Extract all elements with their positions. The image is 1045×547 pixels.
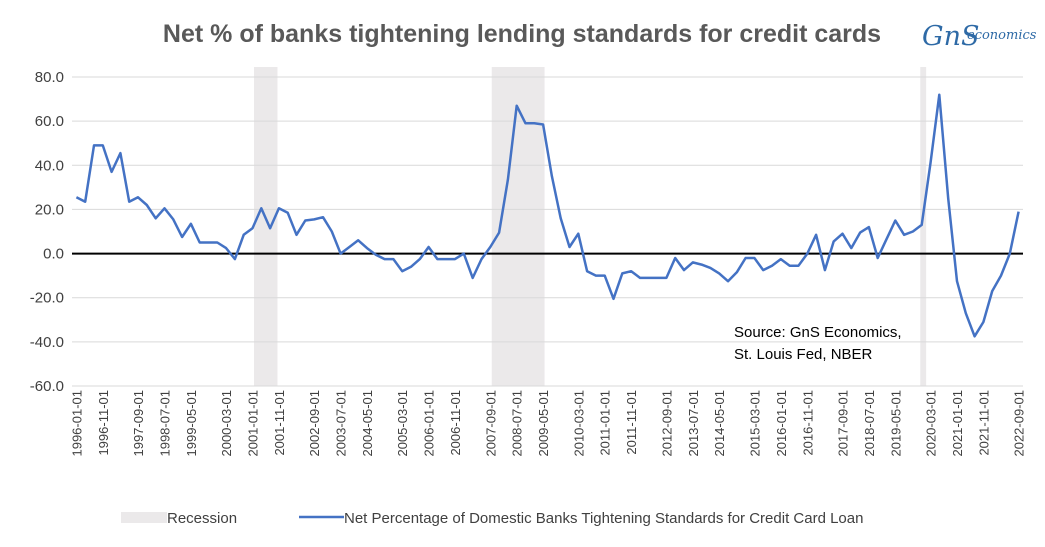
- x-tick-label: 2007-09-01: [483, 390, 498, 457]
- recession-band-1: [253, 67, 278, 386]
- gns-logo: GnS economics: [922, 21, 1037, 52]
- legend-recession-swatch: [121, 512, 167, 523]
- y-axis-ticks: 80.0 60.0 40.0 20.0 0.0 -20.0 -40.0 -60.0: [30, 69, 64, 395]
- x-tick-label: 2018-07-01: [862, 390, 877, 457]
- x-tick-label: 2012-09-01: [659, 390, 674, 457]
- x-tick-label: 1996-11-01: [96, 390, 111, 456]
- x-tick-label: 2011-11-01: [624, 390, 639, 455]
- y-tick-label: 40.0: [35, 157, 64, 174]
- legend: Recession Net Percentage of Domestic Ban…: [121, 510, 863, 527]
- x-tick-label: 2005-03-01: [395, 390, 410, 457]
- x-tick-label: 2009-05-01: [536, 390, 551, 457]
- x-tick-label: 2016-11-01: [800, 390, 815, 456]
- x-tick-label: 2020-03-01: [924, 390, 939, 457]
- x-tick-label: 1996-01-01: [69, 390, 84, 457]
- x-tick-label: 1998-07-01: [157, 390, 172, 457]
- source-note-line-2: St. Louis Fed, NBER: [734, 346, 873, 363]
- x-tick-label: 2016-01-01: [774, 390, 789, 457]
- y-tick-label: 80.0: [35, 69, 64, 86]
- x-tick-label: 2006-11-01: [448, 390, 463, 456]
- x-tick-label: 2019-05-01: [888, 390, 903, 457]
- y-tick-label: -60.0: [30, 378, 64, 395]
- legend-series-label: Net Percentage of Domestic Banks Tighten…: [344, 510, 863, 527]
- x-tick-label: 1997-09-01: [131, 390, 146, 457]
- x-tick-label: 2002-09-01: [307, 390, 322, 457]
- x-tick-label: 1999-05-01: [184, 390, 199, 457]
- x-tick-label: 2013-07-01: [686, 390, 701, 457]
- legend-recession-label: Recession: [167, 510, 237, 527]
- x-tick-label: 2006-01-01: [422, 390, 437, 457]
- gridlines: [72, 76, 1023, 387]
- y-tick-label: -40.0: [30, 334, 64, 351]
- x-tick-label: 2001-11-01: [272, 390, 287, 456]
- y-tick-label: 60.0: [35, 113, 64, 130]
- x-tick-label: 2021-11-01: [976, 390, 991, 456]
- y-tick-label: 0.0: [43, 246, 64, 263]
- logo-economics-text: economics: [967, 28, 1037, 43]
- x-tick-label: 2022-09-01: [1012, 390, 1027, 457]
- x-tick-label: 2001-01-01: [246, 390, 261, 457]
- x-tick-label: 2000-03-01: [219, 390, 234, 457]
- x-tick-label: 2008-07-01: [510, 390, 525, 457]
- x-tick-label: 2017-09-01: [835, 390, 850, 457]
- source-note-line-1: Source: GnS Economics,: [734, 324, 902, 341]
- x-tick-label: 2003-07-01: [334, 390, 349, 457]
- y-tick-label: 20.0: [35, 201, 64, 218]
- chart-title: Net % of banks tightening lending standa…: [163, 20, 881, 48]
- logo-gns-text: GnS: [922, 21, 979, 52]
- y-tick-label: -20.0: [30, 290, 64, 307]
- x-tick-label: 2010-03-01: [571, 390, 586, 457]
- x-tick-label: 2014-05-01: [712, 390, 727, 457]
- series-line-net-percentage: [75, 93, 1020, 338]
- x-axis-ticks: 1996-01-01 1996-11-01 1997-09-01 1998-07-01…: [69, 390, 1026, 457]
- x-tick-label: 2004-05-01: [360, 390, 375, 457]
- x-tick-label: 2011-01-01: [598, 390, 613, 456]
- x-tick-label: 2021-01-01: [950, 390, 965, 457]
- x-tick-label: 2015-03-01: [747, 390, 762, 457]
- recession-band-3: [920, 67, 927, 386]
